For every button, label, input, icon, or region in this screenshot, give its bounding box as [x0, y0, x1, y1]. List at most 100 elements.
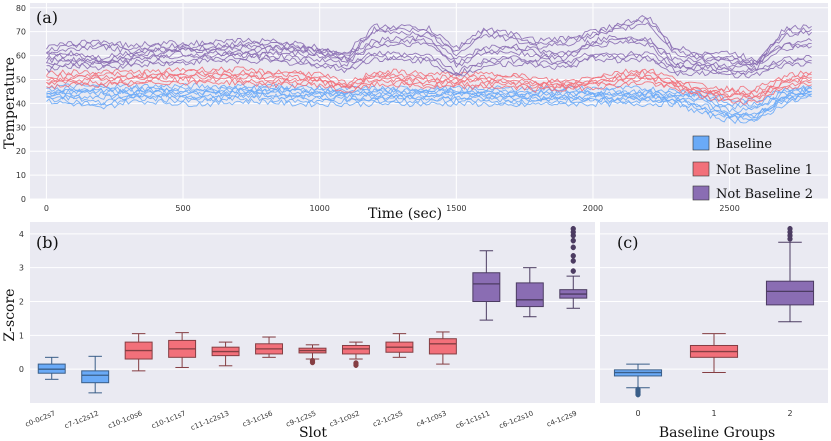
panel-b-boxes — [37, 225, 588, 394]
legend-swatch-baseline — [692, 135, 710, 151]
panel-b-box-c3-1c0s2 — [341, 341, 370, 368]
panel-a-x-tick-label: 0 — [44, 204, 49, 213]
panel-b-box-c2-1c2s5 — [385, 333, 414, 358]
panel-a-series — [45, 14, 812, 125]
panel-b-box-c11-1c2s13 — [211, 341, 240, 367]
legend-swatch-not-baseline-1 — [692, 161, 710, 177]
panel-b-box-c10-1c1s7 — [168, 332, 197, 368]
panel-b-box-c4-1c0s3 — [428, 331, 457, 365]
panel-b-x-tick-label: c3-1c0s2 — [328, 409, 360, 428]
panel-b-box-c7-1c2s12 — [81, 355, 110, 394]
series-line-not-baseline-2 — [46, 22, 812, 66]
box-outlier — [570, 268, 576, 274]
panel-b-x-tick-label: c7-1c2s12 — [63, 409, 100, 430]
series-line-baseline — [46, 92, 812, 122]
panel-a-x-tick-labels: 0 500 1000 1500 2000 2500 — [44, 204, 740, 213]
panel-c-x-tick-label: 2 — [787, 409, 792, 418]
legend-entry-not-baseline-2: Not Baseline 2 — [716, 187, 813, 202]
panel-c-label: (c) — [617, 233, 638, 252]
panel-b-x-tick-label: c11-1c2s13 — [190, 409, 231, 432]
series-line-baseline — [46, 88, 812, 110]
series-line-not-baseline-2 — [46, 34, 812, 66]
panel-b-y-tick-label: 4 — [19, 230, 24, 239]
box-outlier — [570, 237, 576, 244]
legend-entry-not-baseline-1: Not Baseline 1 — [716, 163, 813, 178]
panel-a-x-tick-label: 2000 — [583, 204, 603, 213]
panel-b-x-tick-label: c4-1c0s3 — [415, 409, 447, 428]
series-line-not-baseline-1 — [46, 78, 812, 105]
panel-a-x-tick-label: 500 — [175, 204, 190, 213]
panel-b-box-c10-1c0s6 — [124, 333, 153, 372]
series-line-not-baseline-1 — [46, 66, 812, 92]
panel-b-y-tick-label: 1 — [19, 331, 24, 340]
panel-a-y-tick-label: 10 — [16, 171, 26, 180]
box-iqr — [472, 272, 501, 303]
box-outlier — [570, 258, 576, 264]
series-line-not-baseline-1 — [46, 73, 812, 98]
panel-a-x-tick-label: 1500 — [446, 204, 466, 213]
panel-c-box-1 — [689, 333, 739, 374]
box-outlier — [787, 225, 793, 232]
legend-swatch-not-baseline-2 — [692, 185, 710, 201]
panel-c-boxes — [613, 225, 815, 398]
panel-b-x-tick-label: c3-1c1s6 — [241, 409, 274, 428]
panel-b-x-tick-label: c10-1c1s7 — [150, 409, 187, 430]
panel-c-x-tick-label: 1 — [711, 409, 716, 418]
panel-b-box-c0-0c2s7 — [37, 356, 66, 380]
panel-b-x-axis-label: Slot — [299, 425, 327, 441]
panel-c-box-0 — [613, 363, 663, 398]
box-iqr — [428, 338, 457, 355]
box-outlier — [353, 360, 359, 366]
panel-b-label: (b) — [36, 233, 59, 252]
panel-c-x-axis-label: Baseline Groups — [659, 425, 775, 441]
panel-b-y-axis-label: Z-score — [2, 289, 18, 342]
panel-b-x-tick-label: c4-1c2s9 — [546, 409, 578, 428]
panel-a-label: (a) — [36, 8, 58, 27]
panel-c-x-tick-label: 0 — [635, 409, 640, 418]
panel-a-y-tick-label: 0 — [21, 195, 26, 204]
panel-b-grid — [30, 233, 595, 370]
series-line-not-baseline-1 — [46, 75, 812, 102]
panel-a-y-tick-label: 50 — [16, 75, 26, 84]
panel-a-y-tick-label: 20 — [16, 147, 26, 156]
panel-b-x-tick-label: c10-1c0s6 — [107, 409, 144, 430]
panel-c-group-zscore-boxplot: 0 1 2 (c) Baseline Groups — [600, 222, 828, 441]
panel-a-y-tick-label: 40 — [16, 99, 26, 108]
panel-c-box-2 — [765, 225, 815, 323]
panel-a-x-tick-label: 1000 — [310, 204, 330, 213]
panel-a-temperature-timeseries: 0 10 20 30 40 50 60 70 80 0 500 1000 1500 2000 2500 (… — [2, 3, 828, 222]
panel-b-y-tick-label: 3 — [19, 264, 24, 273]
panel-a-y-tick-label: 70 — [16, 28, 26, 37]
panel-b-y-tick-labels: 0 1 2 3 4 — [19, 230, 24, 374]
panel-b-x-tick-label: c6-1c2s10 — [498, 409, 535, 430]
panel-b-y-tick-label: 2 — [19, 298, 24, 307]
box-outlier — [309, 357, 316, 364]
series-line-baseline — [46, 88, 812, 119]
series-line-not-baseline-2 — [46, 53, 812, 76]
panel-a-y-tick-labels: 0 10 20 30 40 50 60 70 80 — [16, 4, 26, 204]
box-iqr — [515, 282, 544, 308]
panel-b-x-tick-label: c6-1c1s11 — [455, 409, 492, 430]
panel-a-y-tick-label: 60 — [16, 52, 26, 61]
box-iqr — [81, 370, 110, 384]
series-line-baseline — [46, 82, 812, 104]
series-line-not-baseline-2 — [46, 55, 812, 79]
panel-a-y-tick-label: 80 — [16, 4, 26, 13]
series-line-not-baseline-2 — [46, 14, 812, 63]
box-iqr — [341, 344, 370, 355]
series-line-not-baseline-2 — [46, 50, 812, 75]
panel-b-x-tick-label: c0-0c2s7 — [24, 409, 56, 428]
panel-b-box-c6-1c2s10 — [515, 267, 544, 318]
series-line-baseline — [46, 85, 812, 107]
panel-b-box-c4-1c2s9 — [559, 225, 588, 309]
panel-b-background — [30, 222, 595, 403]
legend-entry-baseline: Baseline — [716, 137, 772, 152]
panel-b-y-tick-label: 0 — [19, 365, 24, 374]
panel-a-legend: Baseline Not Baseline 1 Not Baseline 2 — [692, 135, 813, 202]
box-outlier — [570, 225, 576, 232]
series-line-not-baseline-2 — [46, 17, 812, 66]
series-line-not-baseline-1 — [46, 69, 812, 95]
panel-b-box-c6-1c1s11 — [472, 250, 501, 321]
panel-a-y-tick-label: 30 — [16, 123, 26, 132]
